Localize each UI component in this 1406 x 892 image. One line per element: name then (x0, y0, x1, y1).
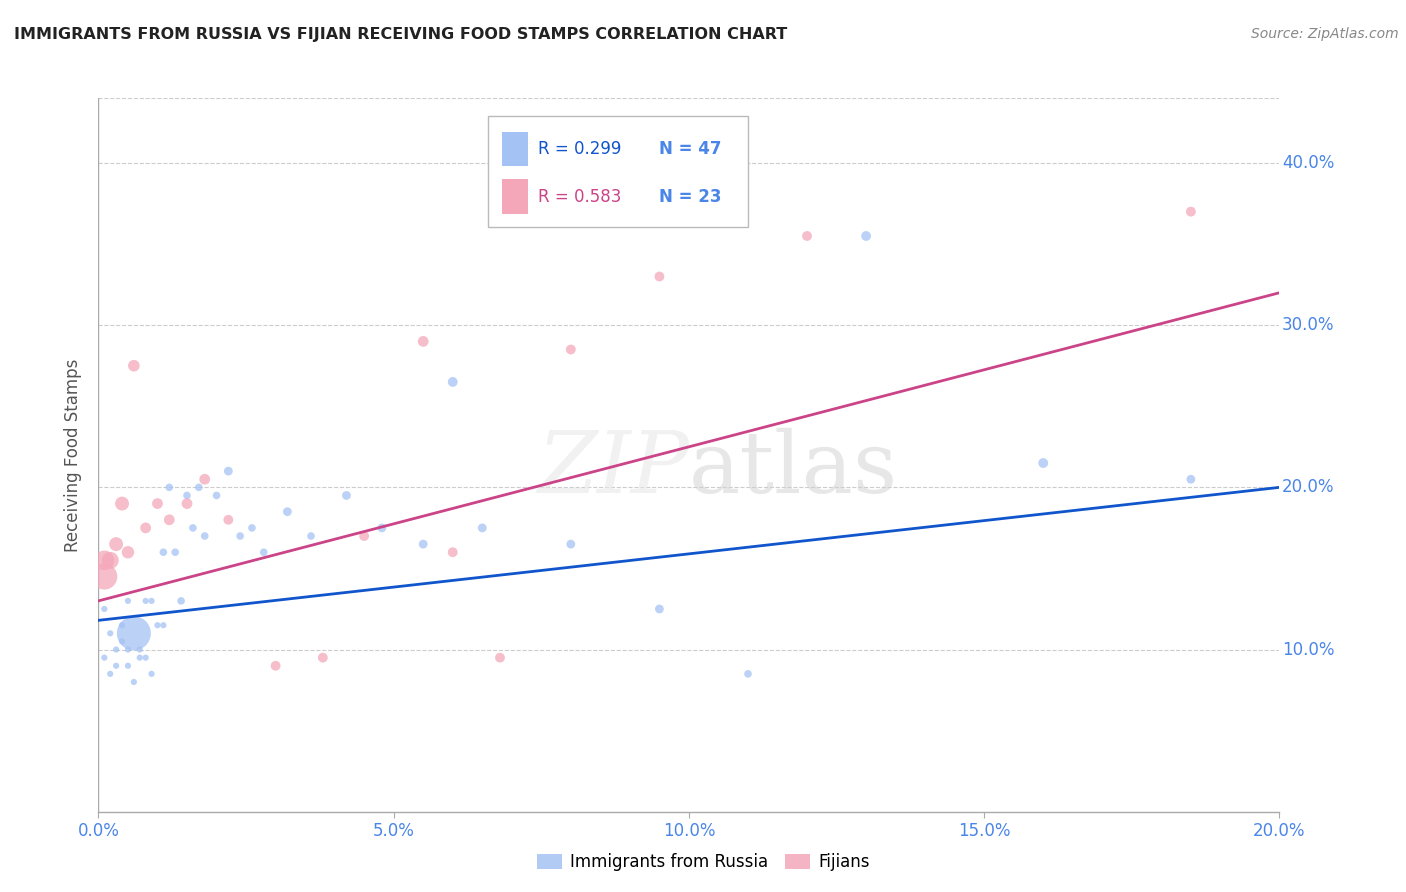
Point (264, 658, 287, 673)
Point (93, 553, 115, 567)
Point (111, 618, 134, 632)
Point (441, 375, 464, 389)
Point (135, 594, 157, 608)
Point (276, 505, 298, 519)
Point (205, 488, 228, 502)
Y-axis label: Receiving Food Stamps: Receiving Food Stamps (65, 359, 83, 551)
FancyBboxPatch shape (502, 132, 529, 166)
Text: R = 0.299: R = 0.299 (537, 140, 621, 158)
Point (170, 594, 193, 608)
Point (240, 521, 263, 535)
Point (312, 650, 335, 665)
Text: N = 47: N = 47 (659, 140, 721, 158)
Point (1180, 204, 1202, 219)
Point (217, 513, 239, 527)
Text: ZIP: ZIP (537, 428, 689, 510)
Point (217, 464, 239, 478)
FancyBboxPatch shape (502, 179, 529, 214)
Point (229, 529, 252, 543)
Text: IMMIGRANTS FROM RUSSIA VS FIJIAN RECEIVING FOOD STAMPS CORRELATION CHART: IMMIGRANTS FROM RUSSIA VS FIJIAN RECEIVI… (14, 27, 787, 42)
Point (187, 480, 209, 494)
FancyBboxPatch shape (488, 116, 748, 227)
Point (98, 553, 121, 567)
Point (560, 537, 582, 551)
Point (471, 521, 494, 535)
Text: 10.0%: 10.0% (1282, 640, 1334, 658)
Point (135, 650, 157, 665)
Point (299, 529, 322, 543)
Point (111, 634, 134, 648)
Point (122, 359, 145, 373)
Point (157, 480, 180, 494)
Point (648, 602, 671, 616)
Point (93, 602, 115, 616)
Point (648, 269, 671, 284)
Point (371, 521, 394, 535)
Point (141, 666, 163, 681)
Point (128, 650, 150, 665)
Point (117, 545, 139, 559)
Point (135, 521, 157, 535)
Point (122, 675, 145, 690)
Point (117, 594, 139, 608)
Point (152, 618, 174, 632)
Text: 20.0%: 20.0% (1282, 478, 1334, 496)
Point (335, 488, 357, 502)
Point (93, 569, 115, 583)
Point (141, 594, 163, 608)
Text: R = 0.583: R = 0.583 (537, 187, 621, 205)
Text: N = 23: N = 23 (659, 187, 721, 205)
Point (105, 642, 128, 657)
Text: 30.0%: 30.0% (1282, 316, 1334, 334)
Point (855, 229, 877, 244)
Point (117, 658, 139, 673)
Point (98, 666, 121, 681)
Point (176, 497, 198, 511)
Point (194, 472, 217, 486)
Point (122, 626, 145, 640)
Point (165, 545, 187, 559)
Point (412, 537, 434, 551)
Point (737, 666, 759, 681)
Point (157, 513, 180, 527)
Point (441, 545, 464, 559)
Text: 40.0%: 40.0% (1282, 154, 1334, 172)
Point (1032, 456, 1054, 470)
Point (194, 529, 217, 543)
Text: atlas: atlas (689, 427, 898, 511)
Point (796, 229, 818, 244)
Point (560, 343, 582, 357)
Point (489, 650, 512, 665)
Point (146, 497, 169, 511)
Point (412, 334, 434, 349)
Point (128, 642, 150, 657)
Point (117, 642, 139, 657)
Text: Source: ZipAtlas.com: Source: ZipAtlas.com (1251, 27, 1399, 41)
Point (152, 545, 174, 559)
Point (105, 658, 128, 673)
Legend: Immigrants from Russia, Fijians: Immigrants from Russia, Fijians (529, 845, 877, 880)
Point (105, 537, 128, 551)
Point (176, 488, 198, 502)
Point (146, 618, 169, 632)
Point (181, 521, 204, 535)
Point (353, 529, 375, 543)
Point (1180, 472, 1202, 486)
Point (98, 626, 121, 640)
Point (93, 650, 115, 665)
Point (253, 545, 276, 559)
Point (111, 497, 134, 511)
